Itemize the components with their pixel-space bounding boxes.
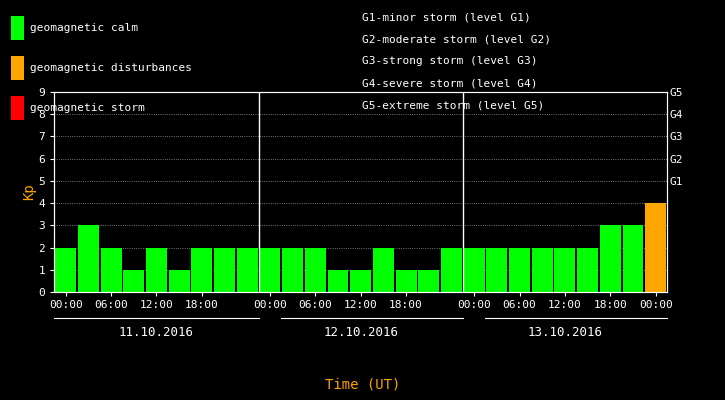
Bar [509,248,530,292]
Bar [328,270,349,292]
Y-axis label: Kp: Kp [22,184,36,200]
Bar [305,248,326,292]
Text: Time (UT): Time (UT) [325,377,400,391]
Text: 12.10.2016: 12.10.2016 [323,326,398,338]
Bar [146,248,167,292]
Bar [214,248,235,292]
Text: G5-extreme storm (level G5): G5-extreme storm (level G5) [362,100,544,110]
Bar [123,270,144,292]
Bar [260,248,281,292]
Bar [577,248,598,292]
Text: geomagnetic disturbances: geomagnetic disturbances [30,63,191,73]
Bar [55,248,76,292]
Bar [101,248,122,292]
Bar [396,270,416,292]
Text: geomagnetic storm: geomagnetic storm [30,103,144,113]
Bar [531,248,552,292]
Bar [78,225,99,292]
Text: geomagnetic calm: geomagnetic calm [30,23,138,33]
Bar [600,225,621,292]
Bar [441,248,462,292]
Bar [486,248,507,292]
Bar [555,248,576,292]
Text: G2-moderate storm (level G2): G2-moderate storm (level G2) [362,34,552,44]
Bar [282,248,303,292]
Text: 13.10.2016: 13.10.2016 [527,326,602,338]
Bar [464,248,484,292]
Bar [623,225,643,292]
Bar [645,203,666,292]
Bar [418,270,439,292]
Text: G4-severe storm (level G4): G4-severe storm (level G4) [362,78,538,88]
Bar [237,248,257,292]
Bar [350,270,371,292]
Bar [169,270,190,292]
Bar [373,248,394,292]
Text: G1-minor storm (level G1): G1-minor storm (level G1) [362,12,531,22]
Bar [191,248,212,292]
Text: G3-strong storm (level G3): G3-strong storm (level G3) [362,56,538,66]
Text: 11.10.2016: 11.10.2016 [119,326,194,338]
